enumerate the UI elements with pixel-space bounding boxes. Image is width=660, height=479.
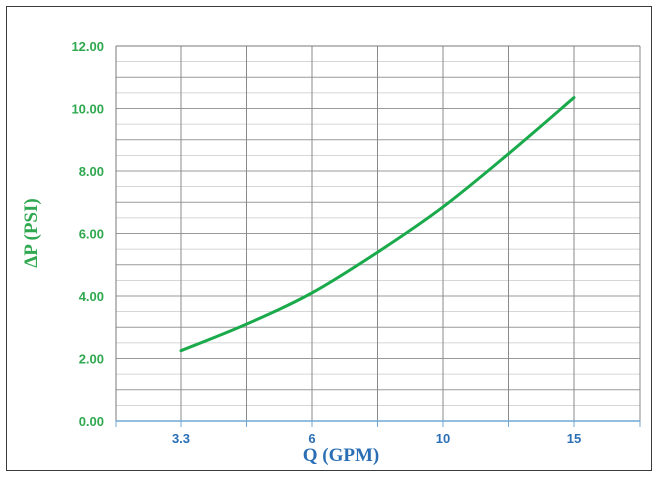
x-tick-labels: 3.3 6 10 15 bbox=[172, 431, 581, 446]
axes bbox=[115, 45, 641, 427]
y-tick-label: 2.00 bbox=[79, 352, 104, 367]
y-tick-label: 12.00 bbox=[71, 39, 104, 54]
y-tick-label: 0.00 bbox=[79, 414, 104, 429]
y-tick-label: 6.00 bbox=[79, 227, 104, 242]
series-group bbox=[179, 96, 576, 353]
x-tick-label: 15 bbox=[567, 431, 581, 446]
y-tick-label: 10.00 bbox=[71, 102, 104, 117]
y-tick-label: 4.00 bbox=[79, 289, 104, 304]
y-tick-label: 8.00 bbox=[79, 164, 104, 179]
x-tick-label: 10 bbox=[436, 431, 450, 446]
y-tick-labels: 0.00 2.00 4.00 6.00 8.00 10.00 12.00 bbox=[71, 39, 104, 429]
x-tick-label: 3.3 bbox=[172, 431, 190, 446]
series-line bbox=[179, 96, 576, 353]
x-tick-label: 6 bbox=[308, 431, 315, 446]
y-axis-label: ΔP (PSI) bbox=[21, 198, 42, 267]
chart-frame bbox=[6, 6, 652, 471]
x-axis-label: Q (GPM) bbox=[303, 445, 380, 466]
